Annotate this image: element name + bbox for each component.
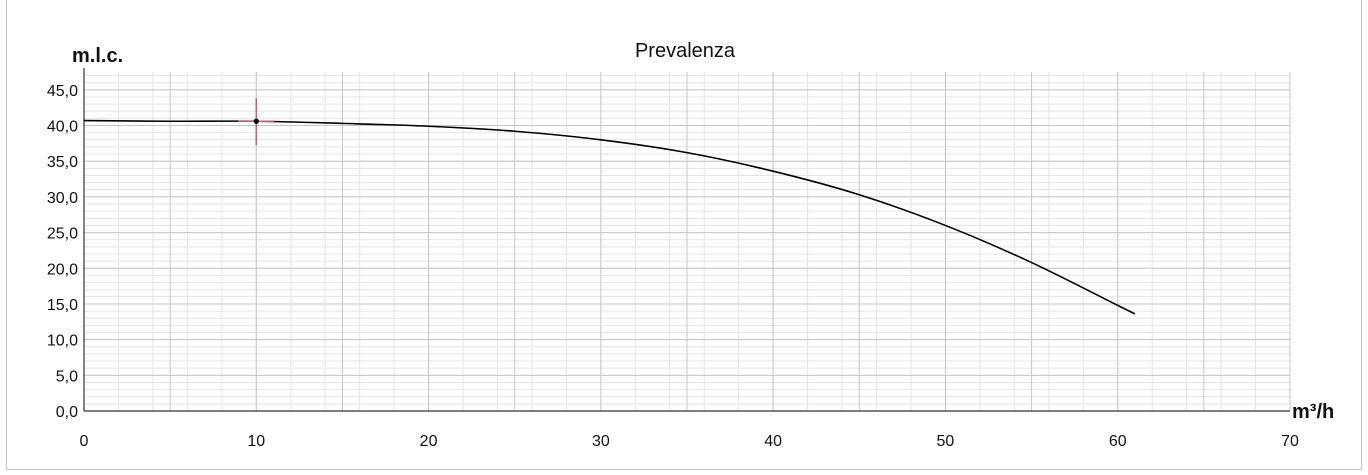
chart-panel xyxy=(6,0,1362,470)
chart-title: Prevalenza xyxy=(635,40,736,62)
head-curve-line xyxy=(83,119,1136,315)
y-tick-label: 40,0 xyxy=(47,119,78,136)
x-tick-label: 0 xyxy=(80,433,89,450)
y-tick-label: 20,0 xyxy=(47,261,78,278)
x-axis-label: m³/h xyxy=(1292,401,1334,423)
major-grid xyxy=(83,72,1291,412)
x-tick-label: 30 xyxy=(592,433,610,450)
x-tick-label: 70 xyxy=(1281,433,1299,450)
x-tick-label: 60 xyxy=(1109,433,1127,450)
y-tick-label: 30,0 xyxy=(47,190,78,207)
y-tick-label: 0,0 xyxy=(56,404,78,421)
operating-point-marker xyxy=(238,98,275,146)
x-tick-label: 40 xyxy=(764,433,782,450)
y-tick-label: 45,0 xyxy=(47,83,78,100)
x-tick-label: 20 xyxy=(420,433,438,450)
y-tick-label: 35,0 xyxy=(47,154,78,171)
x-tick-label: 50 xyxy=(937,433,955,450)
axes xyxy=(83,68,1290,412)
y-tick-label: 5,0 xyxy=(56,368,78,385)
x-tick-label: 10 xyxy=(247,433,265,450)
operating-point-dot xyxy=(253,118,259,124)
y-tick-label: 10,0 xyxy=(47,333,78,350)
y-axis-label: m.l.c. xyxy=(72,45,123,67)
y-tick-label: 25,0 xyxy=(47,226,78,243)
y-tick-label: 15,0 xyxy=(47,297,78,314)
tick-labels: 0 10 20 30 40 50 60 70 0,0 5,0 10,0 15,0 20,0 25,0 30,… xyxy=(47,83,1299,450)
series-layer xyxy=(83,119,1136,315)
